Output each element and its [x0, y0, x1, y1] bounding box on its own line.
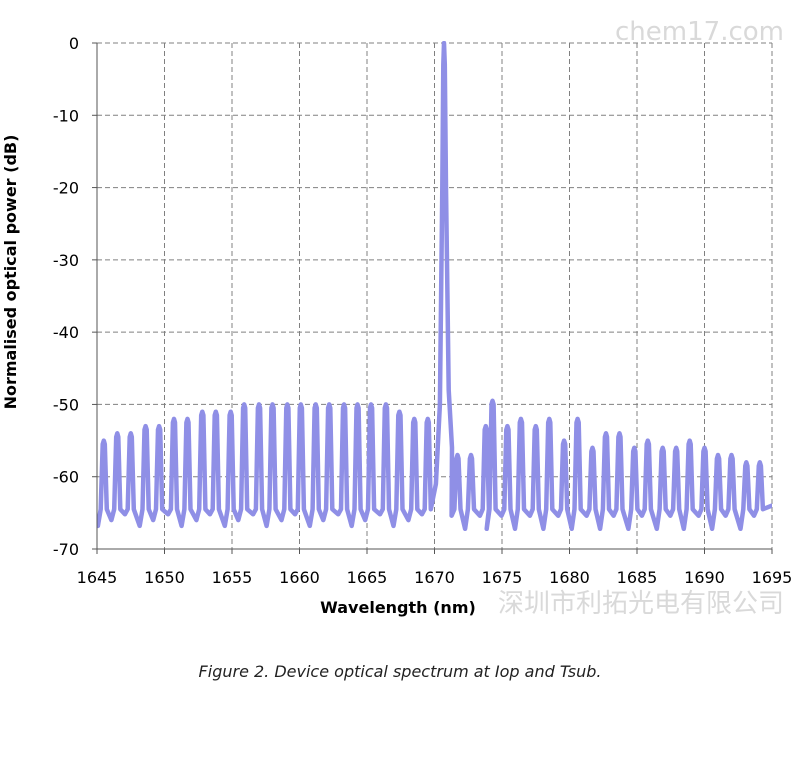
y-tick-label: 0: [69, 34, 79, 53]
x-tick-label: 1670: [414, 568, 455, 587]
y-tick-label: -50: [53, 395, 79, 414]
x-tick-label: 1650: [144, 568, 185, 587]
y-tick-label: -30: [53, 251, 79, 270]
series-line-group: [97, 41, 772, 532]
x-tick-label: 1675: [482, 568, 523, 587]
spectrum-line: [97, 41, 772, 532]
y-axis-title: Normalised optical power (dB): [1, 135, 20, 410]
spectrum-chart: chem17.com 1645 1650 1655 1660 1665 1670 1675 1…: [1, 17, 793, 619]
x-tick-label: 1655: [212, 568, 253, 587]
x-tick-labels: 1645 1650 1655 1660 1665 1670 1675 1680 1685 1690…: [77, 568, 793, 587]
watermark-bottom: 深圳市利拓光电有限公司: [498, 589, 784, 619]
x-tick-label: 1665: [347, 568, 388, 587]
x-tick-label: 1680: [549, 568, 590, 587]
x-tick-label: 1645: [77, 568, 118, 587]
x-tick-label: 1695: [752, 568, 793, 587]
y-tick-label: -60: [53, 468, 79, 487]
x-axis-title: Wavelength (nm): [320, 598, 476, 617]
figure-caption: Figure 2. Device optical spectrum at Iop…: [198, 662, 602, 681]
x-tick-label: 1685: [617, 568, 658, 587]
axes: [92, 42, 773, 554]
watermark-top: chem17.com: [615, 17, 784, 47]
y-tick-label: -20: [53, 179, 79, 198]
y-tick-label: -10: [53, 106, 79, 125]
y-tick-label: -70: [53, 540, 79, 559]
y-tick-labels: 0 -10 -20 -30 -40 -50 -60 -70: [53, 34, 79, 559]
x-tick-label: 1690: [684, 568, 725, 587]
y-tick-label: -40: [53, 323, 79, 342]
x-tick-label: 1660: [279, 568, 320, 587]
